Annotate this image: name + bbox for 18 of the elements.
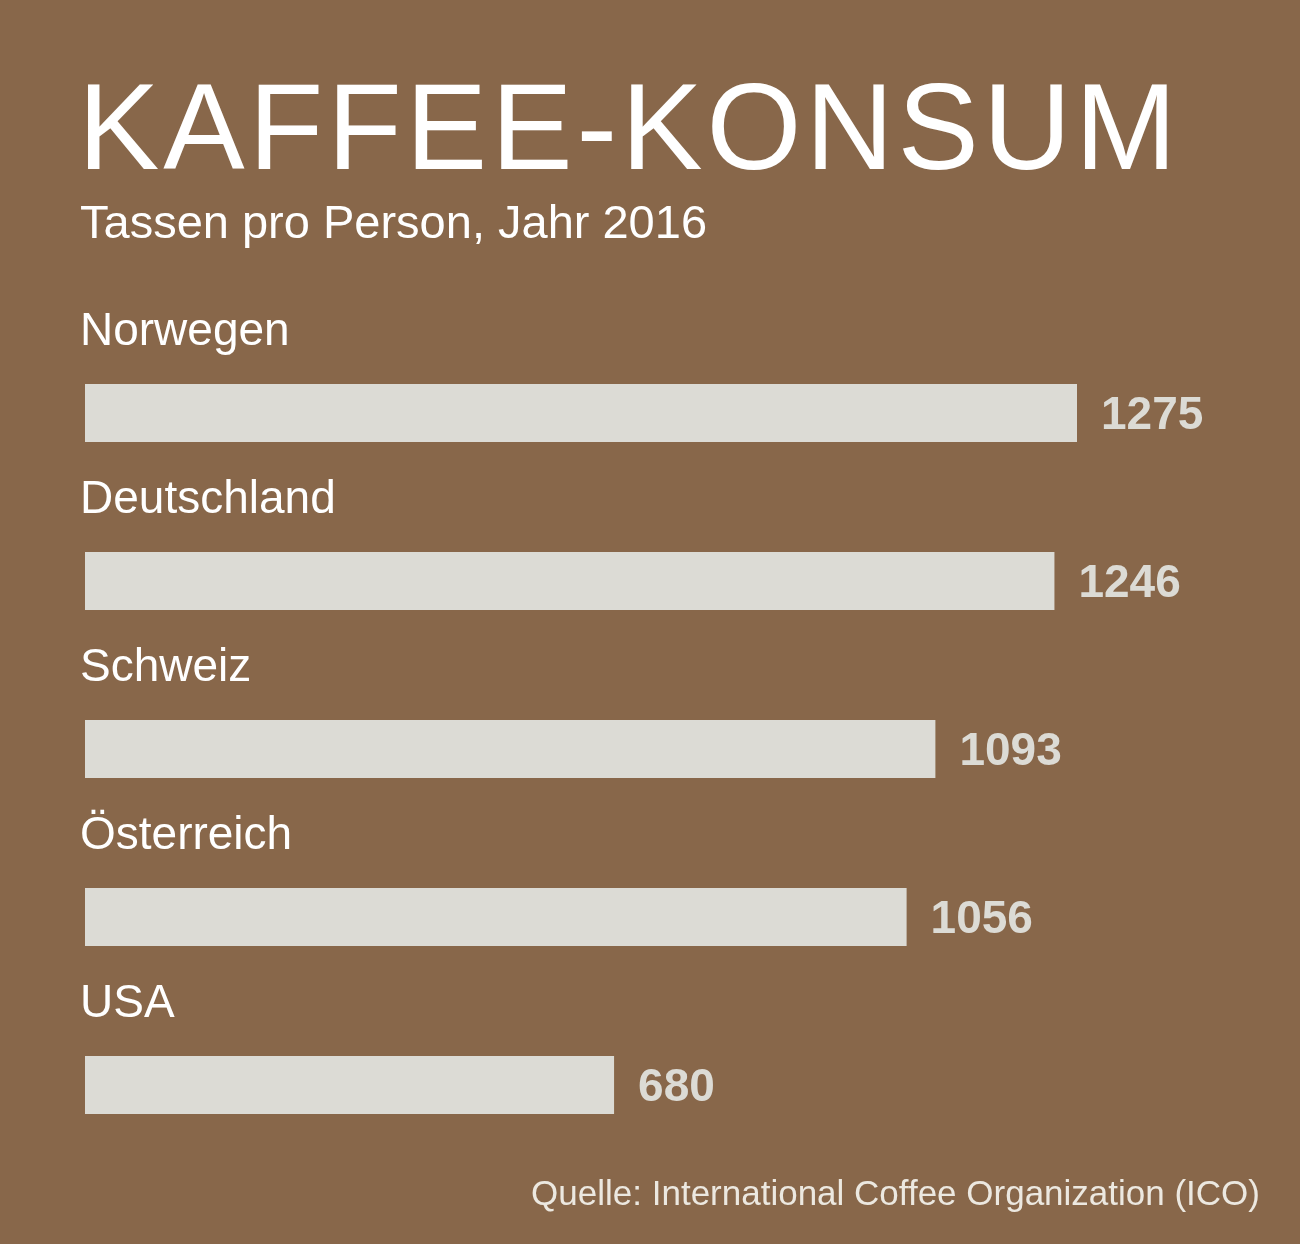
source-note: Quelle: International Coffee Organization (ICO) [531, 1172, 1260, 1214]
chart-title: KAFFEE-KONSUM [78, 59, 1181, 195]
bar [85, 384, 1077, 442]
data-label: 1246 [1078, 555, 1181, 608]
y-tick-label: Schweiz [80, 639, 252, 691]
data-label: 1275 [1101, 387, 1204, 440]
bar [85, 888, 907, 946]
y-tick-label: USA [80, 975, 175, 1027]
y-tick-label: Norwegen [80, 303, 290, 355]
data-label: 1056 [930, 891, 1033, 944]
bar [85, 1056, 615, 1114]
data-label: 680 [638, 1059, 715, 1112]
y-tick-label: Österreich [80, 807, 293, 859]
bar [85, 552, 1055, 610]
y-tick-label: Deutschland [80, 471, 336, 523]
data-label: 1093 [959, 723, 1062, 776]
bar [85, 720, 936, 778]
chart-subtitle: Tassen pro Person, Jahr 2016 [80, 194, 708, 250]
